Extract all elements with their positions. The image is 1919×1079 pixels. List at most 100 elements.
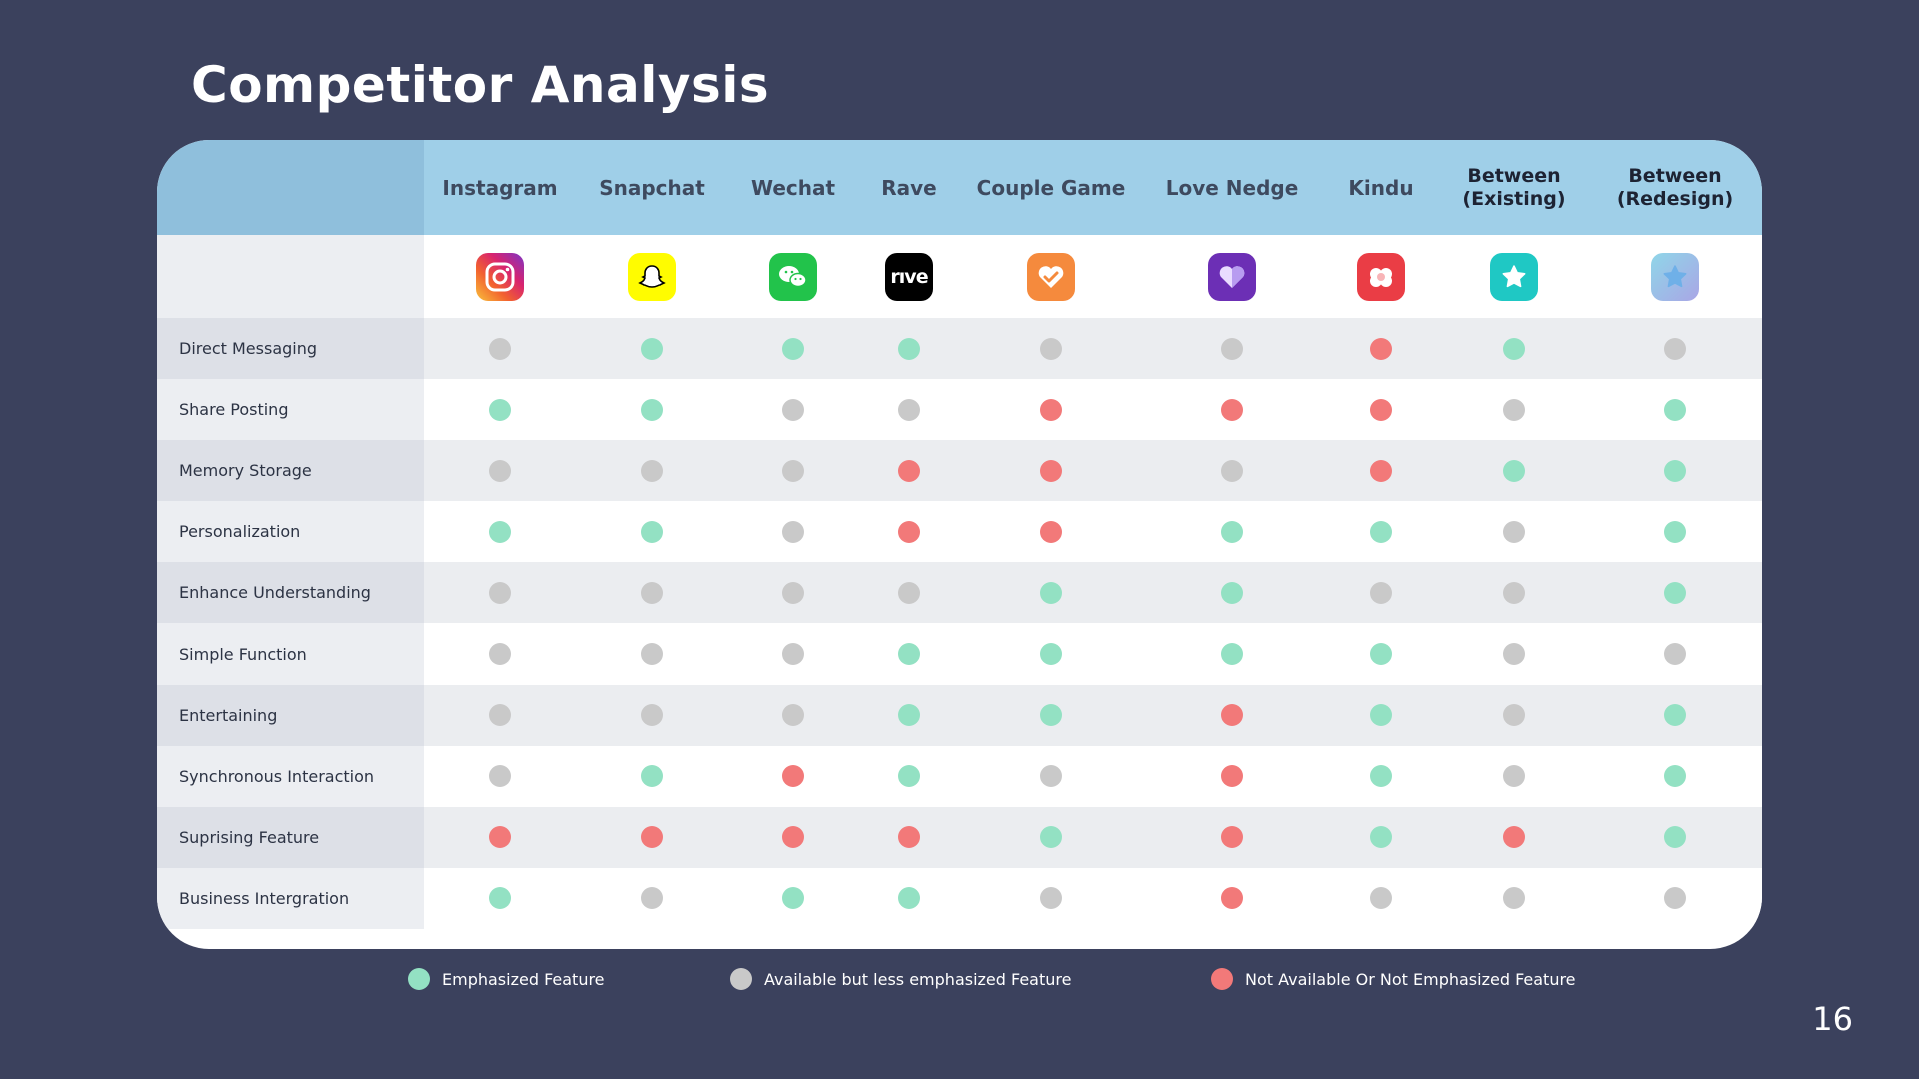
table-cell [576, 562, 728, 624]
couple-game-icon [1027, 252, 1075, 301]
status-dot-emphasized [489, 398, 511, 421]
status-dot-not-available [1370, 398, 1392, 421]
status-dot-not-available [782, 765, 804, 788]
table-cell [1322, 684, 1440, 746]
status-dot-not-available [782, 826, 804, 849]
table-cell [1588, 623, 1762, 685]
column-header-couple-game: Couple Game [960, 140, 1142, 235]
status-dot-less-emphasized [1503, 887, 1525, 910]
page-title: Competitor Analysis [191, 56, 770, 114]
column-header-instagram: Instagram [424, 140, 576, 235]
legend-item-less-emphasized: Available but less emphasized Feature [730, 968, 1071, 990]
table-cell [1440, 440, 1588, 502]
status-dot-emphasized [1664, 459, 1686, 482]
status-dot-less-emphasized [1221, 337, 1243, 360]
status-dot-less-emphasized [641, 887, 663, 910]
status-dot-less-emphasized [1503, 398, 1525, 421]
table-cell [728, 867, 858, 929]
table-cell [424, 745, 576, 807]
status-dot-not-available [898, 826, 920, 849]
table-cell [424, 318, 576, 380]
status-dot-emphasized [1664, 826, 1686, 849]
status-dot-less-emphasized [641, 704, 663, 727]
column-header-label: Wechat [750, 175, 836, 200]
status-dot-less-emphasized [1370, 887, 1392, 910]
rave-icon: rıve [885, 252, 933, 301]
table-cell [1142, 684, 1322, 746]
status-dot-emphasized [1370, 520, 1392, 543]
table-cell [576, 867, 728, 929]
table-cell [1440, 867, 1588, 929]
table-cell [960, 867, 1142, 929]
table-cell [728, 562, 858, 624]
status-dot-emphasized [1664, 398, 1686, 421]
comparison-table: Instagram Snapchat Wechat Rave Couple Game Lo… [157, 140, 1762, 929]
table-cell [1588, 379, 1762, 441]
legend: Emphasized Feature Available but less em… [0, 968, 1919, 994]
icon-cell-love-nedge [1142, 235, 1322, 318]
status-dot-emphasized [641, 520, 663, 543]
table-cell [1588, 318, 1762, 380]
table-cell [1142, 745, 1322, 807]
table-cell [1142, 623, 1322, 685]
feature-label-entertaining: Entertaining [157, 684, 424, 746]
table-cell [858, 501, 960, 563]
status-dot-less-emphasized [1503, 520, 1525, 543]
feature-label-personalization: Personalization [157, 501, 424, 563]
column-header-label: Couple Game [976, 175, 1126, 200]
table-cell [1322, 867, 1440, 929]
status-dot-less-emphasized [1503, 704, 1525, 727]
status-dot-emphasized [898, 704, 920, 727]
legend-label-not-available: Not Available Or Not Emphasized Feature [1245, 969, 1576, 989]
icon-cell-rave: rıve [858, 235, 960, 318]
column-header-label: Snapchat [599, 175, 705, 200]
status-dot-less-emphasized [489, 643, 511, 666]
feature-label-direct-messaging: Direct Messaging [157, 318, 424, 380]
status-dot-emphasized [1370, 826, 1392, 849]
status-dot-less-emphasized [489, 581, 511, 604]
table-cell [1322, 745, 1440, 807]
feature-label-memory-storage: Memory Storage [157, 440, 424, 502]
status-dot-not-available [1221, 704, 1243, 727]
status-dot-less-emphasized [1664, 337, 1686, 360]
feature-label-suprising-feature: Suprising Feature [157, 806, 424, 868]
table-cell [1142, 318, 1322, 380]
table-cell [1588, 501, 1762, 563]
status-dot-less-emphasized [898, 581, 920, 604]
table-cell [728, 379, 858, 441]
header-corner [157, 140, 424, 235]
feature-label-business-intergration: Business Intergration [157, 867, 424, 929]
table-cell [576, 623, 728, 685]
table-cell [576, 745, 728, 807]
table-cell [858, 745, 960, 807]
table-cell [1440, 684, 1588, 746]
table-cell [728, 318, 858, 380]
table-cell [1322, 379, 1440, 441]
status-dot-emphasized [641, 765, 663, 788]
status-dot-not-available [1221, 826, 1243, 849]
status-dot-emphasized [898, 887, 920, 910]
table-cell [576, 379, 728, 441]
status-dot-emphasized [1221, 643, 1243, 666]
status-dot-not-available [898, 459, 920, 482]
status-dot-not-available [1040, 398, 1062, 421]
table-cell [424, 623, 576, 685]
legend-label-less-emphasized: Available but less emphasized Feature [764, 969, 1072, 989]
status-dot-not-available [1221, 398, 1243, 421]
icon-cell-couple-game [960, 235, 1142, 318]
status-dot-emphasized [1040, 826, 1062, 849]
icon-cell-kindu [1322, 235, 1440, 318]
column-header-label: Between (Redesign) [1616, 164, 1734, 210]
feature-label-enhance-understanding: Enhance Understanding [157, 562, 424, 624]
table-cell [1440, 623, 1588, 685]
status-dot-emphasized [782, 337, 804, 360]
status-dot-less-emphasized [782, 581, 804, 604]
status-dot-less-emphasized [1221, 459, 1243, 482]
status-dot-less-emphasized [489, 459, 511, 482]
table-cell [960, 318, 1142, 380]
table-cell [1440, 501, 1588, 563]
table-cell [1588, 440, 1762, 502]
table-cell [1440, 379, 1588, 441]
legend-dot-emphasized [408, 968, 430, 990]
status-dot-emphasized [641, 337, 663, 360]
